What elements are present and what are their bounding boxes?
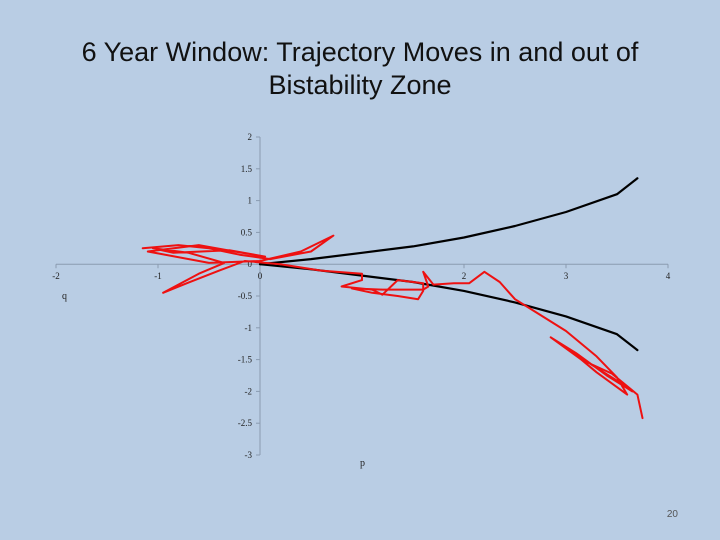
- x-tick-label: -1: [154, 271, 162, 281]
- boundary-lower-line: [258, 263, 639, 352]
- x-tick-label: 0: [258, 271, 263, 281]
- y-axis-label: q: [62, 291, 67, 302]
- y-tick-label: 1.5: [241, 164, 253, 174]
- slide-title-line-2: Bistability Zone: [268, 70, 452, 100]
- y-tick-label: 0.5: [241, 227, 253, 237]
- x-tick-label: 4: [666, 271, 671, 281]
- x-tick-label: -2: [52, 271, 60, 281]
- y-tick-label: 0: [248, 259, 253, 269]
- y-tick-label: 1: [248, 196, 253, 206]
- series-layer: [141, 177, 644, 420]
- slide-title: 6 Year Window: Trajectory Moves in and o…: [40, 36, 680, 102]
- tick-labels: 2 1.5 1 0.5 0 -0.5 -1 -1.5 -2 -2.5 -3 -2 -1 0 2 3 4: [52, 132, 671, 460]
- y-tick-label: -2.5: [238, 418, 253, 428]
- y-tick-label: -1.5: [238, 355, 253, 365]
- slide-title-line-1: 6 Year Window: Trajectory Moves in and o…: [81, 37, 639, 67]
- x-tick-label: 2: [462, 271, 467, 281]
- trajectory-line: [141, 234, 644, 420]
- y-tick-label: -1: [245, 323, 253, 333]
- page-number: 20: [666, 509, 678, 520]
- y-tick-label: 2: [248, 132, 253, 142]
- x-axis-label: p: [360, 458, 365, 469]
- y-tick-label: -2: [245, 386, 253, 396]
- y-tick-label: -0.5: [238, 291, 253, 301]
- boundary-upper-line: [258, 177, 639, 266]
- axes: [55, 136, 669, 456]
- x-tick-label: 3: [564, 271, 569, 281]
- y-tick-label: -3: [245, 450, 253, 460]
